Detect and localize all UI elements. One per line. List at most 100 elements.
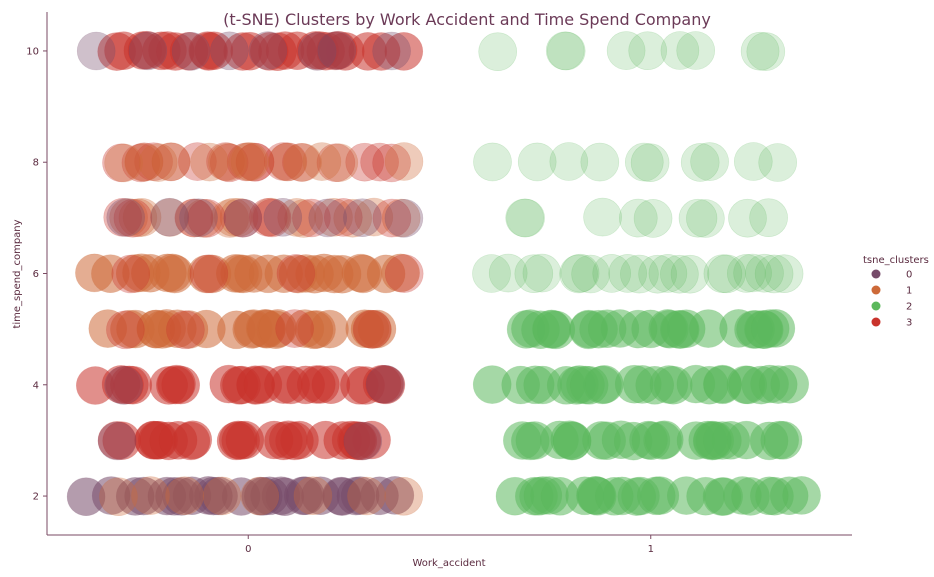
point-group-x0-y2-c0 [66, 476, 415, 517]
scatter-point [583, 197, 622, 237]
points-layer [66, 30, 821, 517]
scatter-point [282, 143, 321, 182]
scatter-point [608, 254, 648, 293]
x-tick-label: 1 [648, 544, 654, 555]
scatter-point [317, 31, 357, 70]
scatter-point [263, 142, 303, 181]
scatter-point [606, 31, 646, 70]
scatter-point [316, 143, 356, 182]
point-group-x1-y3-c2 [502, 420, 803, 461]
scatter-point [187, 199, 226, 238]
scatter-point [248, 31, 288, 70]
scatter-point [314, 198, 353, 237]
scatter-point [166, 310, 205, 350]
scatter-point [384, 476, 424, 516]
scatter-point [308, 198, 348, 238]
scatter-point [746, 32, 786, 71]
scatter-point [686, 199, 725, 238]
point-group-x0-y8-c3 [102, 142, 411, 183]
scatter-point [740, 31, 780, 71]
legend-swatch [871, 285, 881, 295]
scatter-point [754, 254, 794, 294]
scatter-point [121, 143, 161, 183]
y-tick-label: 4 [33, 380, 39, 391]
scatter-point [310, 309, 349, 349]
scatter-point [124, 142, 164, 182]
scatter-point [341, 253, 381, 293]
scatter-point [728, 198, 767, 238]
scatter-point [707, 254, 746, 294]
point-group-x1-y7-c2 [505, 197, 788, 238]
scatter-point [758, 365, 798, 404]
scatter-point [251, 197, 291, 237]
scatter-point [210, 31, 249, 71]
scatter-point [103, 198, 142, 237]
y-tick-label: 8 [33, 158, 39, 169]
scatter-point [190, 142, 229, 182]
scatter-point [514, 254, 554, 294]
scatter-point [532, 309, 571, 349]
scatter-point [384, 254, 424, 293]
point-group-x0-y6-c1 [75, 253, 420, 294]
scatter-point [189, 254, 229, 294]
scatter-point [660, 254, 699, 294]
scatter-point [760, 420, 800, 460]
point-group-x0-y3-c0 [97, 421, 383, 461]
point-group-x1-y10-c2 [478, 31, 786, 72]
scatter-point [109, 198, 148, 237]
ticks-layer: 0 1 2 4 6 8 10 [26, 46, 654, 555]
scatter-point [343, 198, 382, 237]
point-group-x0-y4-c3 [76, 364, 406, 405]
scatter-point [323, 198, 363, 237]
chart-title: (t-SNE) Clusters by Work Accident and Ti… [223, 10, 711, 29]
scatter-point [240, 476, 280, 516]
point-group-x1-y2-c2 [495, 476, 821, 516]
scatter-point [134, 142, 173, 181]
scatter-point [648, 254, 688, 293]
scatter-point [680, 143, 720, 182]
scatter-point [618, 198, 658, 238]
scatter-point [150, 198, 190, 237]
point-group-x0-y7-c1 [109, 197, 421, 238]
legend-label: 2 [906, 302, 912, 313]
scatter-point [252, 198, 292, 238]
scatter-point [235, 142, 275, 182]
scatter-point [228, 142, 268, 181]
point-group-x0-y10-c3 [97, 30, 424, 72]
scatter-point [102, 143, 141, 183]
point-group-x0-y2-c1 [99, 476, 424, 517]
scatter-point [345, 309, 385, 349]
scatter-point [638, 254, 677, 294]
scatter-point [292, 198, 331, 238]
scatter-point [213, 198, 253, 237]
legend-swatch [871, 269, 881, 279]
scatter-point [733, 253, 772, 293]
scatter-point [745, 253, 784, 293]
legend: tsne_clusters 0 1 2 3 [863, 255, 929, 329]
scatter-point [171, 31, 211, 71]
scatter-point [150, 197, 189, 237]
scatter-point [758, 143, 798, 182]
scatter-point [726, 420, 766, 460]
scatter-point [151, 142, 191, 181]
scatter-point [560, 253, 600, 293]
scatter-point [223, 198, 263, 238]
scatter-point [502, 421, 542, 460]
scatter-point [296, 365, 336, 404]
scatter-point [372, 198, 412, 238]
point-group-x0-y10-c0 [76, 31, 411, 71]
y-tick-label: 6 [33, 269, 39, 280]
scatter-point [175, 198, 214, 238]
y-axis-label: time_spend_company [12, 219, 23, 328]
scatter-point [173, 420, 213, 460]
scatter-point [372, 31, 411, 71]
legend-label: 1 [906, 286, 912, 297]
point-group-x1-y4-c2 [472, 364, 810, 405]
scatter-point [106, 198, 145, 237]
scatter-point [297, 32, 337, 71]
scatter-point [268, 142, 308, 182]
scatter-point [333, 198, 373, 238]
scatter-point [381, 253, 420, 293]
scatter-point [206, 142, 245, 181]
